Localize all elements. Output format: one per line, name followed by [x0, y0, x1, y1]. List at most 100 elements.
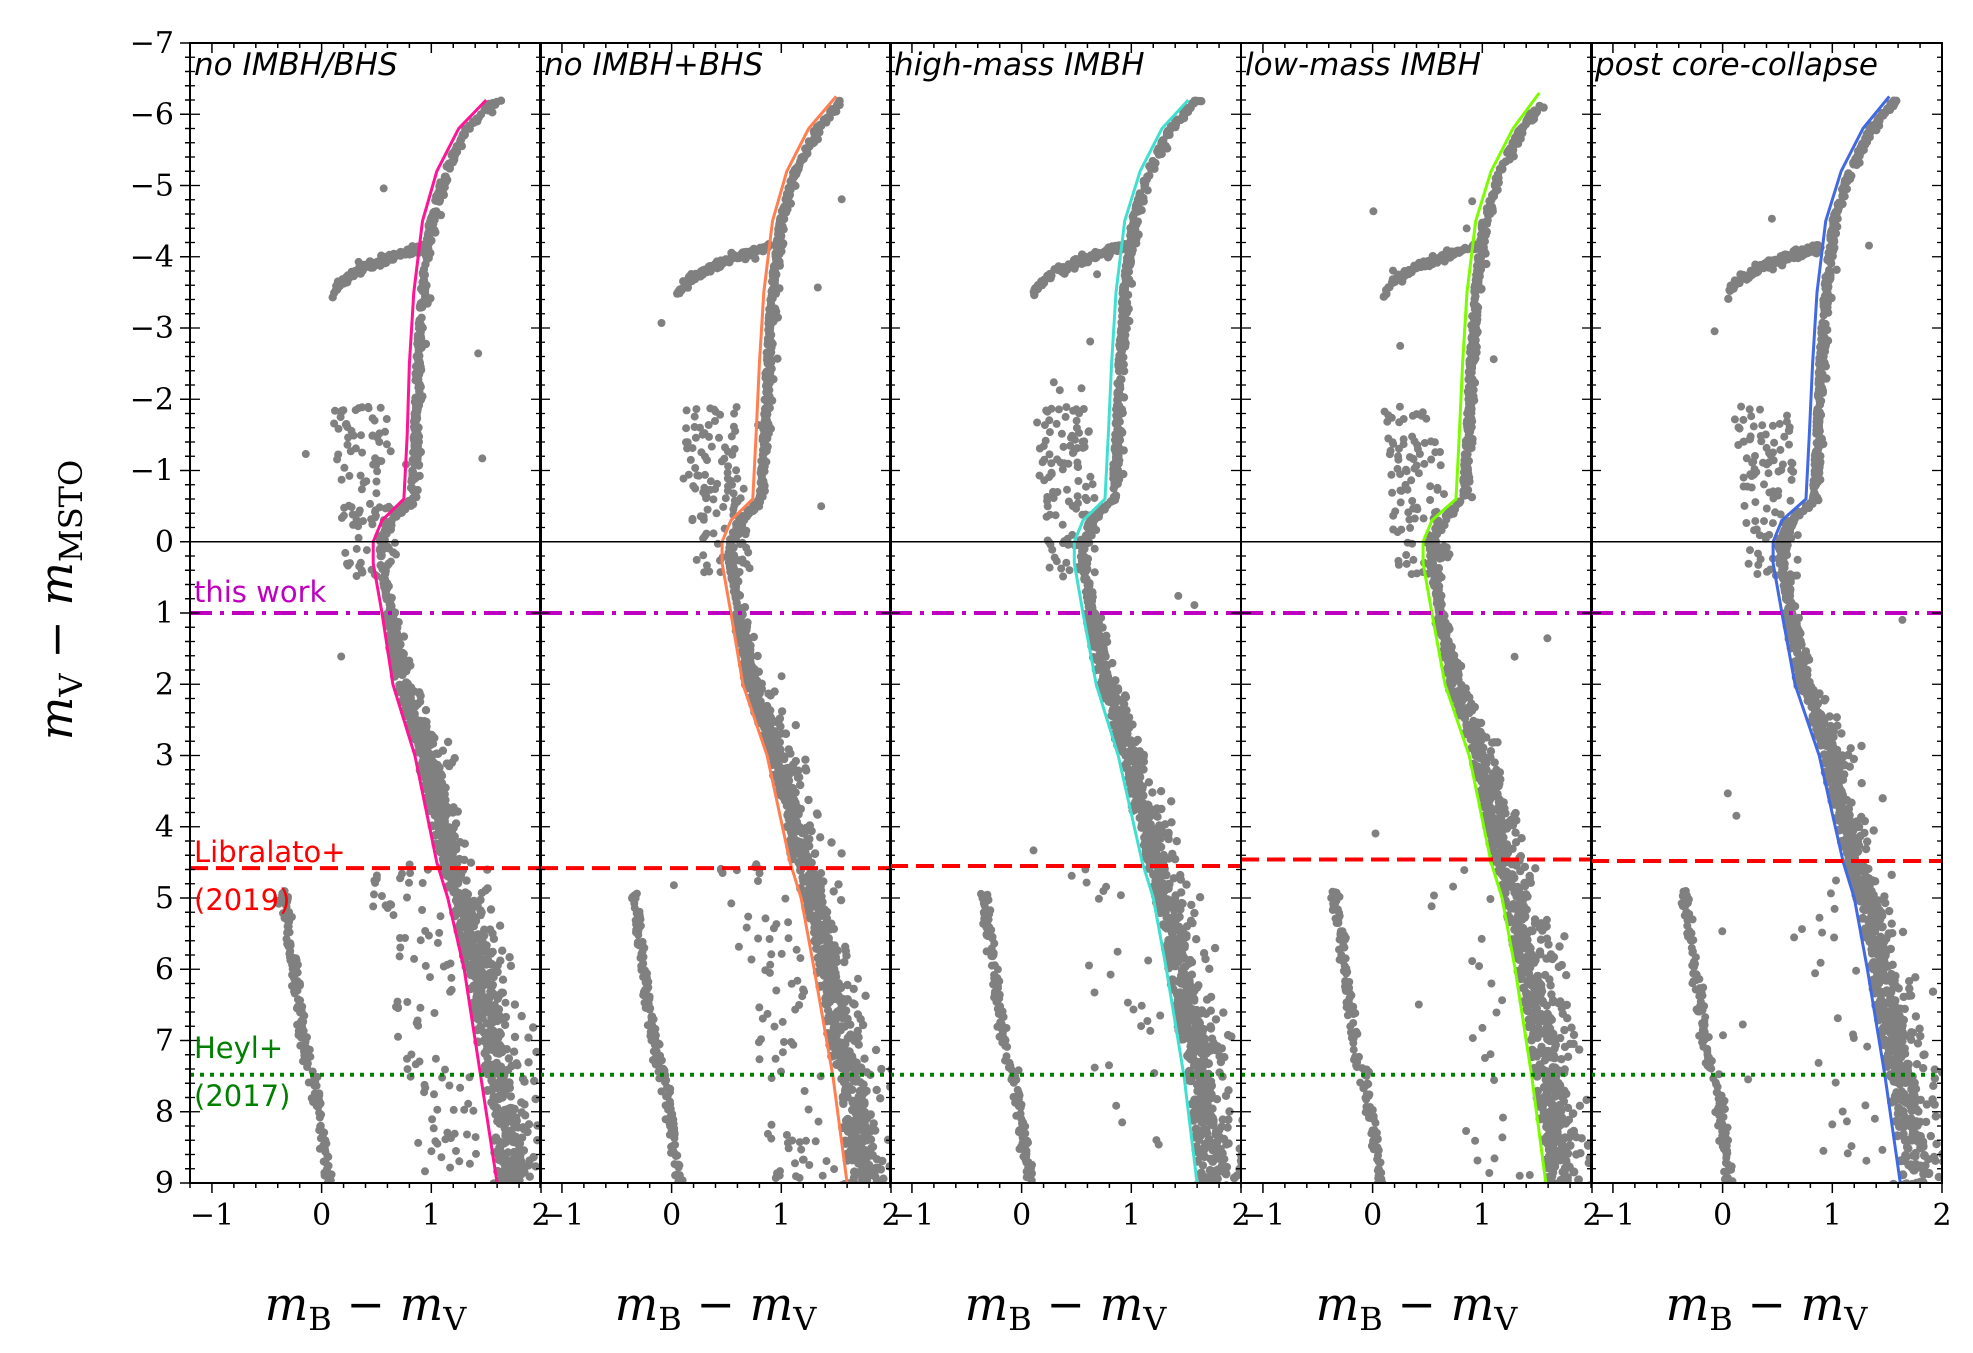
scatter-point: [354, 522, 363, 531]
scatter-point: [504, 1078, 514, 1088]
scatter-point: [1115, 430, 1125, 439]
scatter-point: [1187, 900, 1196, 910]
scatter-point: [741, 659, 751, 668]
scatter-point: [679, 474, 688, 483]
scatter-point: [868, 1142, 878, 1152]
scatter-point: [837, 849, 846, 858]
scatter-point: [462, 876, 471, 885]
scatter-point: [766, 960, 775, 969]
scatter-point: [414, 319, 424, 328]
scatter-point: [776, 722, 785, 731]
scatter-point: [850, 1179, 860, 1183]
scatter-point: [371, 454, 380, 463]
scatter-point: [293, 986, 302, 995]
scatter-point: [796, 954, 805, 963]
scatter-point: [479, 1036, 489, 1046]
scatter-point: [394, 1032, 402, 1041]
scatter-point: [371, 513, 379, 522]
scatter-point: [824, 933, 833, 943]
scatter-point: [426, 973, 434, 982]
scatter-point: [449, 155, 459, 165]
scatter-point: [787, 979, 796, 988]
scatter-point: [795, 773, 804, 782]
scatter-point: [755, 486, 765, 495]
scatter-point: [1225, 1107, 1234, 1116]
scatter-point: [1084, 594, 1094, 603]
scatter-point: [414, 1138, 423, 1147]
scatter-point: [382, 592, 391, 602]
scatter-point: [856, 1184, 865, 1193]
scatter-point: [1113, 438, 1123, 448]
scatter-point: [364, 404, 373, 413]
scatter-point: [795, 849, 805, 859]
scatter-point: [430, 770, 439, 780]
scatter-point: [776, 738, 784, 747]
scatter-point: [837, 195, 846, 204]
scatter-point: [431, 1054, 440, 1063]
scatter-point: [371, 506, 380, 515]
scatter-point: [728, 450, 737, 459]
scatter-point: [670, 1131, 679, 1140]
scatter-point: [421, 706, 431, 715]
scatter-point: [815, 954, 825, 964]
scatter-point: [425, 224, 434, 233]
scatter-point: [791, 1005, 800, 1014]
scatter-point: [825, 954, 835, 964]
scatter-point: [1252, 1162, 1260, 1170]
scatter-point: [830, 1034, 840, 1044]
scatter-point: [783, 763, 793, 773]
scatter-point: [812, 809, 822, 818]
scatter-point: [729, 574, 738, 584]
scatter-point: [766, 338, 775, 347]
scatter-point: [489, 1092, 499, 1102]
panel-3: high-mass IMBH−1 0 1 2mB − mV: [889, 42, 1260, 1338]
scatter-point: [705, 432, 713, 441]
scatter-point: [486, 1190, 495, 1199]
scatter-point: [413, 429, 422, 438]
scatter-point: [736, 494, 745, 503]
scatter-point: [847, 1052, 857, 1061]
scatter-point: [437, 179, 446, 189]
scatter-point: [411, 474, 420, 483]
scatter-point: [466, 970, 476, 980]
scatter-point: [471, 1133, 480, 1142]
scatter-point: [795, 837, 805, 847]
scatter-point: [649, 1015, 658, 1024]
scatter-point: [1132, 234, 1141, 243]
scatter-point: [1205, 964, 1214, 973]
scatter-point: [463, 1130, 471, 1139]
scatter-point: [412, 352, 421, 361]
scatter-point: [1167, 797, 1176, 806]
scatter-point: [1241, 1183, 1249, 1191]
scatter-point: [860, 1122, 870, 1131]
scatter-point: [421, 961, 430, 970]
scatter-point: [724, 462, 733, 471]
scatter-point: [834, 979, 844, 989]
scatter-point: [779, 239, 788, 248]
scatter-point: [1162, 130, 1172, 140]
scatter-point: [472, 993, 482, 1002]
scatter-point: [388, 653, 398, 663]
scatter-point: [450, 873, 460, 883]
scatter-point: [767, 728, 777, 738]
scatter-point: [766, 299, 776, 309]
scatter-point: [843, 980, 852, 990]
scatter-point: [436, 912, 445, 921]
scatter-point: [455, 838, 465, 847]
scatter-point: [704, 421, 713, 429]
scatter-point: [414, 1021, 423, 1030]
scatter-point: [460, 855, 469, 865]
scatter-point: [415, 358, 425, 368]
scatter-point: [711, 417, 719, 425]
scatter-point: [447, 758, 457, 767]
scatter-point: [691, 433, 700, 442]
scatter-point: [877, 1064, 886, 1074]
scatter-point: [1087, 601, 1097, 610]
panel-title: no IMBH/BHS: [194, 47, 398, 83]
scatter-point: [831, 1045, 841, 1055]
scatter-point: [1144, 778, 1154, 787]
scatter-point: [518, 1123, 528, 1132]
scatter-point: [1190, 908, 1199, 918]
scatter-point: [410, 436, 419, 445]
scatter-point: [638, 937, 647, 946]
